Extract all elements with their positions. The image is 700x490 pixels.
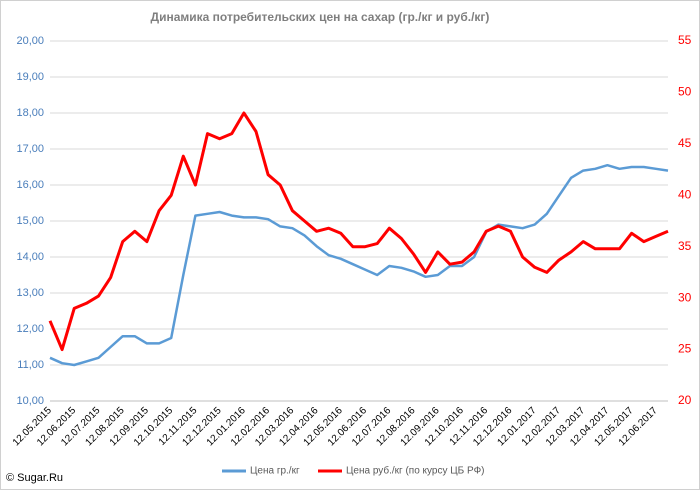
chart-title: Динамика потребительских цен на сахар (г… bbox=[151, 10, 490, 24]
y-tick-label: 13,00 bbox=[16, 287, 44, 299]
y2-tick-label: 20 bbox=[678, 393, 692, 407]
source: © Sugar.Ru bbox=[6, 472, 63, 484]
y-tick-label: 17,00 bbox=[16, 143, 44, 155]
legend-label: Цена гр./кг bbox=[250, 466, 300, 477]
y-tick-label: 10,00 bbox=[16, 395, 44, 407]
y-tick-label: 18,00 bbox=[16, 107, 44, 119]
series-line bbox=[49, 163, 669, 367]
y-tick-label: 19,00 bbox=[16, 71, 44, 83]
y2-tick-label: 45 bbox=[678, 136, 692, 150]
y-tick-label: 15,00 bbox=[16, 215, 44, 227]
legend-label: Цена руб./кг (по курсу ЦБ РФ) bbox=[346, 465, 485, 477]
y2-tick-label: 40 bbox=[678, 187, 692, 201]
y2-tick-label: 35 bbox=[678, 239, 692, 253]
y-tick-label: 20,00 bbox=[16, 35, 44, 47]
y-tick-label: 12,00 bbox=[16, 323, 44, 335]
series-line bbox=[48, 111, 669, 352]
y2-tick-label: 55 bbox=[678, 33, 692, 47]
y2-tick-label: 25 bbox=[678, 342, 692, 356]
y-tick-label: 14,00 bbox=[16, 251, 44, 263]
y2-tick-label: 30 bbox=[678, 290, 692, 304]
y-tick-label: 16,00 bbox=[16, 179, 44, 191]
y2-tick-label: 50 bbox=[678, 85, 692, 99]
y-tick-label: 11,00 bbox=[17, 359, 44, 371]
